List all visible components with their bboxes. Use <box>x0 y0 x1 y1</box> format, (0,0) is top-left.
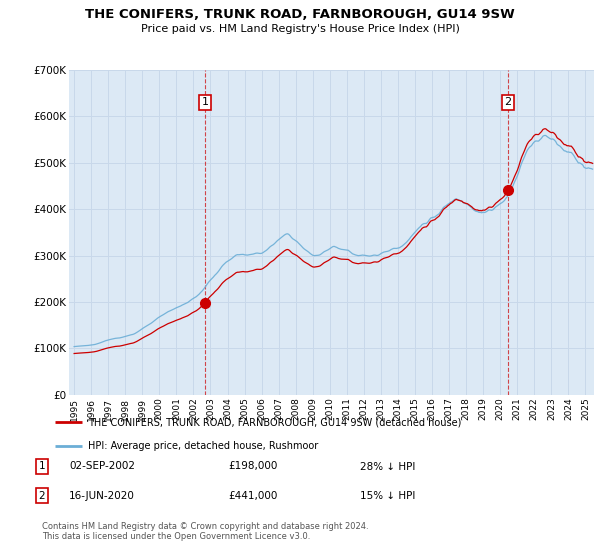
Text: THE CONIFERS, TRUNK ROAD, FARNBOROUGH, GU14 9SW: THE CONIFERS, TRUNK ROAD, FARNBOROUGH, G… <box>85 8 515 21</box>
Text: 2: 2 <box>38 491 46 501</box>
Text: 1: 1 <box>202 97 208 108</box>
Text: £441,000: £441,000 <box>228 491 277 501</box>
Text: 16-JUN-2020: 16-JUN-2020 <box>69 491 135 501</box>
Text: £198,000: £198,000 <box>228 461 277 472</box>
Text: 1: 1 <box>38 461 46 472</box>
Text: 15% ↓ HPI: 15% ↓ HPI <box>360 491 415 501</box>
Text: Contains HM Land Registry data © Crown copyright and database right 2024.
This d: Contains HM Land Registry data © Crown c… <box>42 522 368 542</box>
Text: THE CONIFERS, TRUNK ROAD, FARNBOROUGH, GU14 9SW (detached house): THE CONIFERS, TRUNK ROAD, FARNBOROUGH, G… <box>88 417 462 427</box>
Text: HPI: Average price, detached house, Rushmoor: HPI: Average price, detached house, Rush… <box>88 441 319 451</box>
Text: Price paid vs. HM Land Registry's House Price Index (HPI): Price paid vs. HM Land Registry's House … <box>140 24 460 34</box>
Text: 2: 2 <box>505 97 512 108</box>
Text: 28% ↓ HPI: 28% ↓ HPI <box>360 461 415 472</box>
Text: 02-SEP-2002: 02-SEP-2002 <box>69 461 135 472</box>
